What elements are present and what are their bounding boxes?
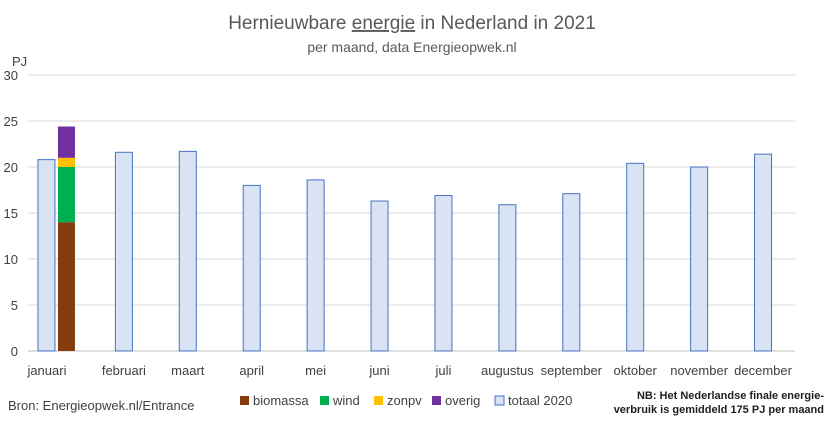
- bar-totaal-2020: [306, 179, 325, 352]
- bar-overig: [57, 126, 75, 158]
- bar-totaal-2020: [370, 200, 389, 352]
- x-tick-label: januari: [26, 363, 66, 378]
- source-text: Bron: Energieopwek.nl/Entrance: [8, 398, 194, 413]
- x-tick-label: december: [734, 363, 792, 378]
- bar-biomassa: [57, 222, 75, 351]
- legend-swatch: [432, 396, 441, 405]
- y-axis-label: PJ: [12, 54, 27, 69]
- bar-totaal-2020: [690, 166, 709, 352]
- bar-wind: [57, 167, 75, 223]
- y-tick-label: 0: [11, 344, 18, 359]
- bar-totaal-2020: [626, 162, 645, 352]
- y-tick-label: 30: [4, 68, 18, 83]
- legend-label: overig: [445, 393, 480, 408]
- bar-totaal-2020: [754, 153, 773, 352]
- x-tick-label: november: [670, 363, 728, 378]
- y-tick-label: 15: [4, 206, 18, 221]
- y-tick-label: 5: [11, 298, 18, 313]
- legend-swatch: [240, 396, 249, 405]
- x-tick-label: augustus: [481, 363, 534, 378]
- x-tick-label: maart: [171, 363, 205, 378]
- bar-totaal-2020: [434, 195, 453, 352]
- legend-label: zonpv: [387, 393, 422, 408]
- x-tick-label: juli: [435, 363, 452, 378]
- chart-title-part-1: Hernieuwbare: [228, 13, 352, 34]
- legend-label: totaal 2020: [508, 393, 572, 408]
- x-tick-label: september: [541, 363, 603, 378]
- x-tick-labels: januari februari maart april mei juni juli augu…: [26, 363, 792, 378]
- note-line-2: verbruik is gemiddeld 175 PJ per maand: [614, 404, 824, 416]
- bar-totaal-2020: [178, 150, 197, 352]
- x-tick-label: oktober: [614, 363, 658, 378]
- bar-zonpv: [57, 157, 75, 167]
- x-tick-label: april: [239, 363, 264, 378]
- bar-totaal-2020: [498, 204, 517, 352]
- bars: [37, 126, 773, 352]
- legend-label: biomassa: [253, 393, 309, 408]
- chart-title-underlined: energie: [352, 13, 415, 34]
- legend-swatch: [374, 396, 383, 405]
- chart-subtitle: per maand, data Energieopwek.nl: [307, 39, 516, 55]
- legend-swatch: [494, 395, 505, 406]
- bar-totaal-2020: [37, 159, 56, 352]
- x-tick-label: februari: [102, 363, 146, 378]
- y-tick-label: 10: [4, 252, 18, 267]
- chart-title: Hernieuwbare energie in Nederland in 202…: [228, 13, 596, 34]
- y-tick-label: 25: [4, 114, 18, 129]
- bar-totaal-2020: [562, 193, 581, 352]
- note-line-1: NB: Het Nederlandse finale energie-: [637, 390, 824, 402]
- x-tick-label: juni: [368, 363, 389, 378]
- bar-totaal-2020: [242, 184, 261, 352]
- legend-swatch: [320, 396, 329, 405]
- chart-title-part-2: in Nederland in 2021: [415, 13, 596, 34]
- gridlines: [28, 74, 795, 352]
- bar-totaal-2020: [114, 151, 133, 352]
- legend: biomassa wind zonpv overig totaal 2020: [240, 393, 572, 408]
- legend-label: wind: [332, 393, 360, 408]
- x-tick-label: mei: [305, 363, 326, 378]
- y-tick-label: 20: [4, 160, 18, 175]
- y-tick-labels: 0 5 10 15 20 25 30: [4, 68, 18, 359]
